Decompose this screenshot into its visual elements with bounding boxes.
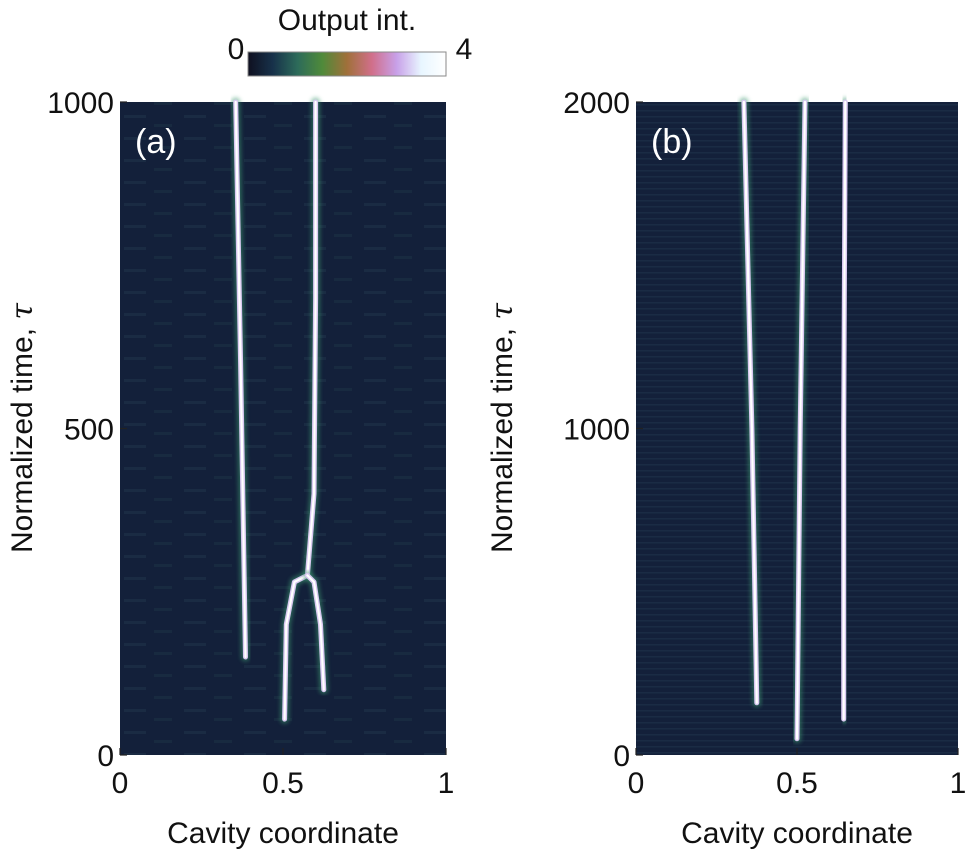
x-tick-label: 0	[628, 767, 645, 800]
trace-core-2	[795, 100, 807, 740]
panel-b-traces	[739, 97, 850, 744]
x-tick-label: 1	[950, 767, 967, 800]
y-tick-label: 1000	[563, 414, 630, 447]
x-tick-label: 0	[112, 767, 129, 800]
x-tick-label: 0.5	[776, 767, 818, 800]
panel-a-ticks: 0 0.5 1 0 500 1000	[47, 87, 454, 800]
y-tick-label: 0	[97, 740, 114, 773]
y-tick-label: 500	[64, 414, 114, 447]
panel-b-ylabel-text: Normalized time,	[486, 320, 519, 553]
panel-b-ylabel: Normalized time, τ	[485, 303, 520, 553]
colorbar-min-label: 0	[228, 33, 245, 66]
trace-core-1	[234, 100, 247, 659]
panel-b-xlabel: Cavity coordinate	[681, 817, 913, 850]
panel-a: (a) 0 0.5 1 0 500 1000 Cavity coordinate Norm…	[5, 87, 454, 850]
panel-b-ticks: 0 0.5 1 0 1000 2000	[563, 87, 966, 800]
x-tick-label: 0.5	[262, 767, 304, 800]
y-tick-label: 1000	[47, 87, 114, 120]
panel-a-ylabel-symbol: τ	[5, 303, 40, 320]
panel-b-ylabel-symbol: τ	[485, 303, 520, 320]
colorbar: Output int. 0 4	[228, 4, 473, 77]
x-tick-label: 1	[438, 767, 455, 800]
panel-a-ylabel-text: Normalized time,	[6, 320, 39, 553]
colorbar-max-label: 4	[456, 33, 473, 66]
panel-b-label: (b)	[651, 123, 693, 161]
trace-core-3	[842, 100, 847, 721]
y-tick-label: 0	[613, 740, 630, 773]
colorbar-title: Output int.	[278, 4, 416, 37]
trace-core-3	[306, 574, 325, 691]
panel-b: (b) 0 0.5 1 0 1000 2000 Cavity coordinate Nor…	[485, 87, 966, 850]
panel-a-traces	[231, 97, 329, 724]
panel-a-xlabel: Cavity coordinate	[167, 817, 399, 850]
trace-core-1	[742, 100, 758, 704]
panel-a-label: (a)	[135, 123, 177, 161]
colorbar-gradient	[247, 51, 447, 77]
y-tick-label: 2000	[563, 87, 630, 120]
panel-a-ylabel: Normalized time, τ	[5, 303, 40, 553]
